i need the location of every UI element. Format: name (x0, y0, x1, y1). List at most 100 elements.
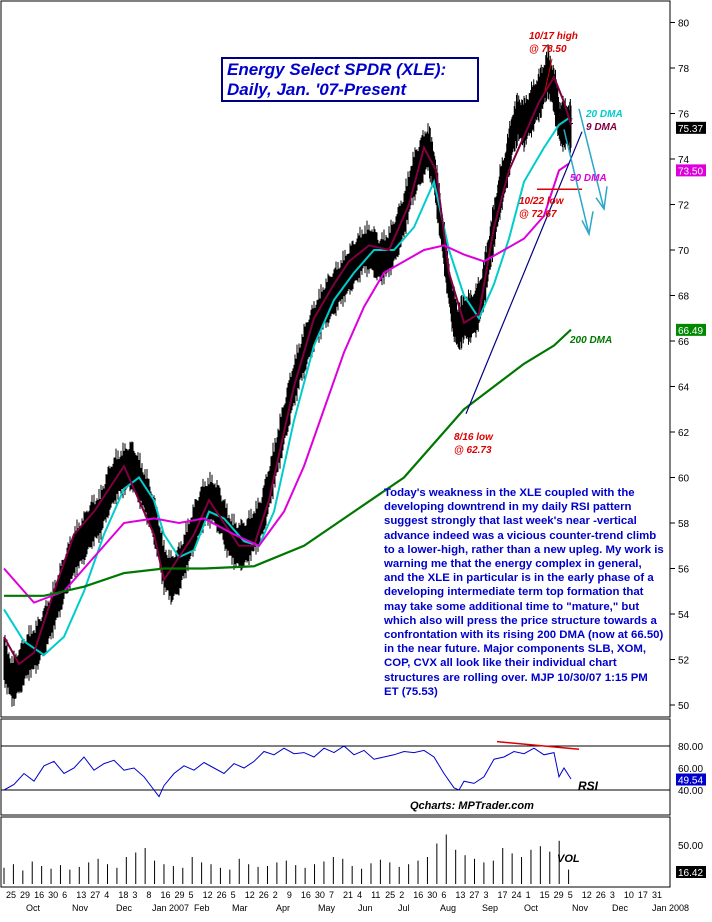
x-tick-label: 18 (118, 890, 128, 900)
x-tick-label: 6 (62, 890, 67, 900)
x-tick-label: 29 (175, 890, 185, 900)
volume-price-tag-box (676, 866, 706, 878)
x-month-label: Feb (194, 903, 210, 913)
chart-subtitle: Daily, Jan. '07-Present (227, 80, 407, 99)
rsi-layer: RSI Qcharts: MPTrader.com 49.54 (1, 740, 706, 812)
x-month-label: Sep (482, 903, 498, 913)
y-tick-label: 54 (678, 610, 690, 621)
x-month-label: Jun (358, 903, 373, 913)
price-tag-label: 66.49 (678, 326, 703, 337)
x-month-label: Jan 2008 (652, 903, 689, 913)
x-tick-label: 16 (301, 890, 311, 900)
commentary-text: Today's weakness in the XLE coupled with… (384, 487, 664, 698)
source-label: Qcharts: MPTrader.com (410, 800, 534, 812)
annotation-label: 10/17 high (529, 31, 578, 42)
x-tick-label: 25 (6, 890, 16, 900)
projection-arrow (563, 129, 590, 235)
x-axis: 25 29 16 30 6 13 27 4 18 3 8 16 29 5 12 26 5 12 26 2 9 16 30 7 2… (6, 890, 689, 913)
y-tick-label: 72 (678, 201, 690, 212)
annotation-label: 20 DMA (585, 109, 623, 120)
volume-y-axis: 50.00 (678, 841, 703, 852)
y-tick-label: 60 (678, 474, 690, 485)
rsi-label: RSI (578, 779, 599, 793)
price-tags: 75.37 73.50 66.49 (676, 121, 706, 337)
price-tag-box (676, 121, 706, 134)
annotation-label: 200 DMA (569, 335, 612, 346)
arrow-head (581, 211, 594, 237)
x-tick-label: 4 (357, 890, 362, 900)
price-tag-box (676, 164, 706, 177)
x-tick-label: 17 (638, 890, 648, 900)
y-tick-label: 66 (678, 337, 690, 348)
annotation-label: 8/16 low (454, 432, 494, 443)
series-line-9-dma (3, 74, 572, 666)
x-tick-label: 29 (20, 890, 30, 900)
x-tick-label: 1 (526, 890, 531, 900)
rsi-y-tick-label: 80.00 (678, 742, 703, 753)
x-tick-label: 12 (203, 890, 213, 900)
main-y-axis: 50 52 54 56 58 60 62 64 66 68 70 72 74 76 78 80 (670, 19, 690, 712)
x-tick-label: 30 (48, 890, 58, 900)
high-pointer (544, 58, 553, 91)
price-tag-label: 73.50 (678, 166, 703, 177)
rsi-y-axis: 40.00 60.00 80.00 (678, 742, 703, 797)
x-tick-label: 17 (497, 890, 507, 900)
x-month-label: Oct (26, 903, 41, 913)
x-tick-label: 26 (217, 890, 227, 900)
projection-arrow (578, 108, 605, 210)
x-tick-label: 24 (512, 890, 522, 900)
x-tick-label: 3 (483, 890, 488, 900)
x-tick-label: 5 (189, 890, 194, 900)
x-month-label: Apr (276, 903, 290, 913)
x-month-label: Mar (232, 903, 248, 913)
x-tick-label: 16 (160, 890, 170, 900)
x-tick-label: 2 (399, 890, 404, 900)
series-line-20-dma (3, 117, 570, 657)
y-tick-label: 64 (678, 383, 690, 394)
y-tick-label: 52 (678, 656, 690, 667)
x-tick-label: 5 (568, 890, 573, 900)
rsi-price-tag-label: 49.54 (678, 776, 703, 787)
y-tick-label: 80 (678, 19, 690, 30)
annotation-label: 50 DMA (570, 173, 607, 184)
x-month-label: Dec (612, 903, 629, 913)
x-month-label: Dec (116, 903, 133, 913)
x-tick-label: 30 (427, 890, 437, 900)
x-tick-label: 27 (469, 890, 479, 900)
y-tick-label: 56 (678, 565, 690, 576)
annotation-label: @ 78.50 (529, 44, 567, 55)
x-tick-label: 5 (231, 890, 236, 900)
annotation-label: @ 72.67 (519, 209, 557, 220)
x-tick-label: 10 (624, 890, 634, 900)
annotation-label: @ 62.73 (454, 445, 492, 456)
x-tick-label: 29 (554, 890, 564, 900)
x-tick-label: 16 (413, 890, 423, 900)
y-tick-label: 74 (678, 155, 690, 166)
x-tick-label: 15 (540, 890, 550, 900)
rsi-y-tick-label: 40.00 (678, 786, 703, 797)
trendlines (465, 58, 608, 415)
rsi-panel (0, 718, 671, 816)
x-tick-label: 6 (441, 890, 446, 900)
x-tick-label: 9 (287, 890, 292, 900)
volume-y-tick-label: 50.00 (678, 841, 703, 852)
x-tick-label: 31 (652, 890, 662, 900)
volume-panel (0, 816, 671, 888)
x-tick-label: 16 (34, 890, 44, 900)
x-tick-label: 4 (104, 890, 109, 900)
x-tick-label: 27 (90, 890, 100, 900)
x-tick-label: 13 (455, 890, 465, 900)
moving-average-lines (3, 74, 572, 666)
x-tick-label: 26 (596, 890, 606, 900)
x-month-label: Jan 2007 (152, 903, 189, 913)
y-tick-label: 68 (678, 292, 690, 303)
x-month-label: Jul (398, 903, 410, 913)
x-tick-label: 13 (76, 890, 86, 900)
support-trendline (465, 131, 583, 415)
x-tick-label: 8 (146, 890, 151, 900)
x-month-label: Aug (440, 903, 456, 913)
x-tick-label: 11 (371, 890, 380, 900)
rsi-y-tick-label: 60.00 (678, 764, 703, 775)
